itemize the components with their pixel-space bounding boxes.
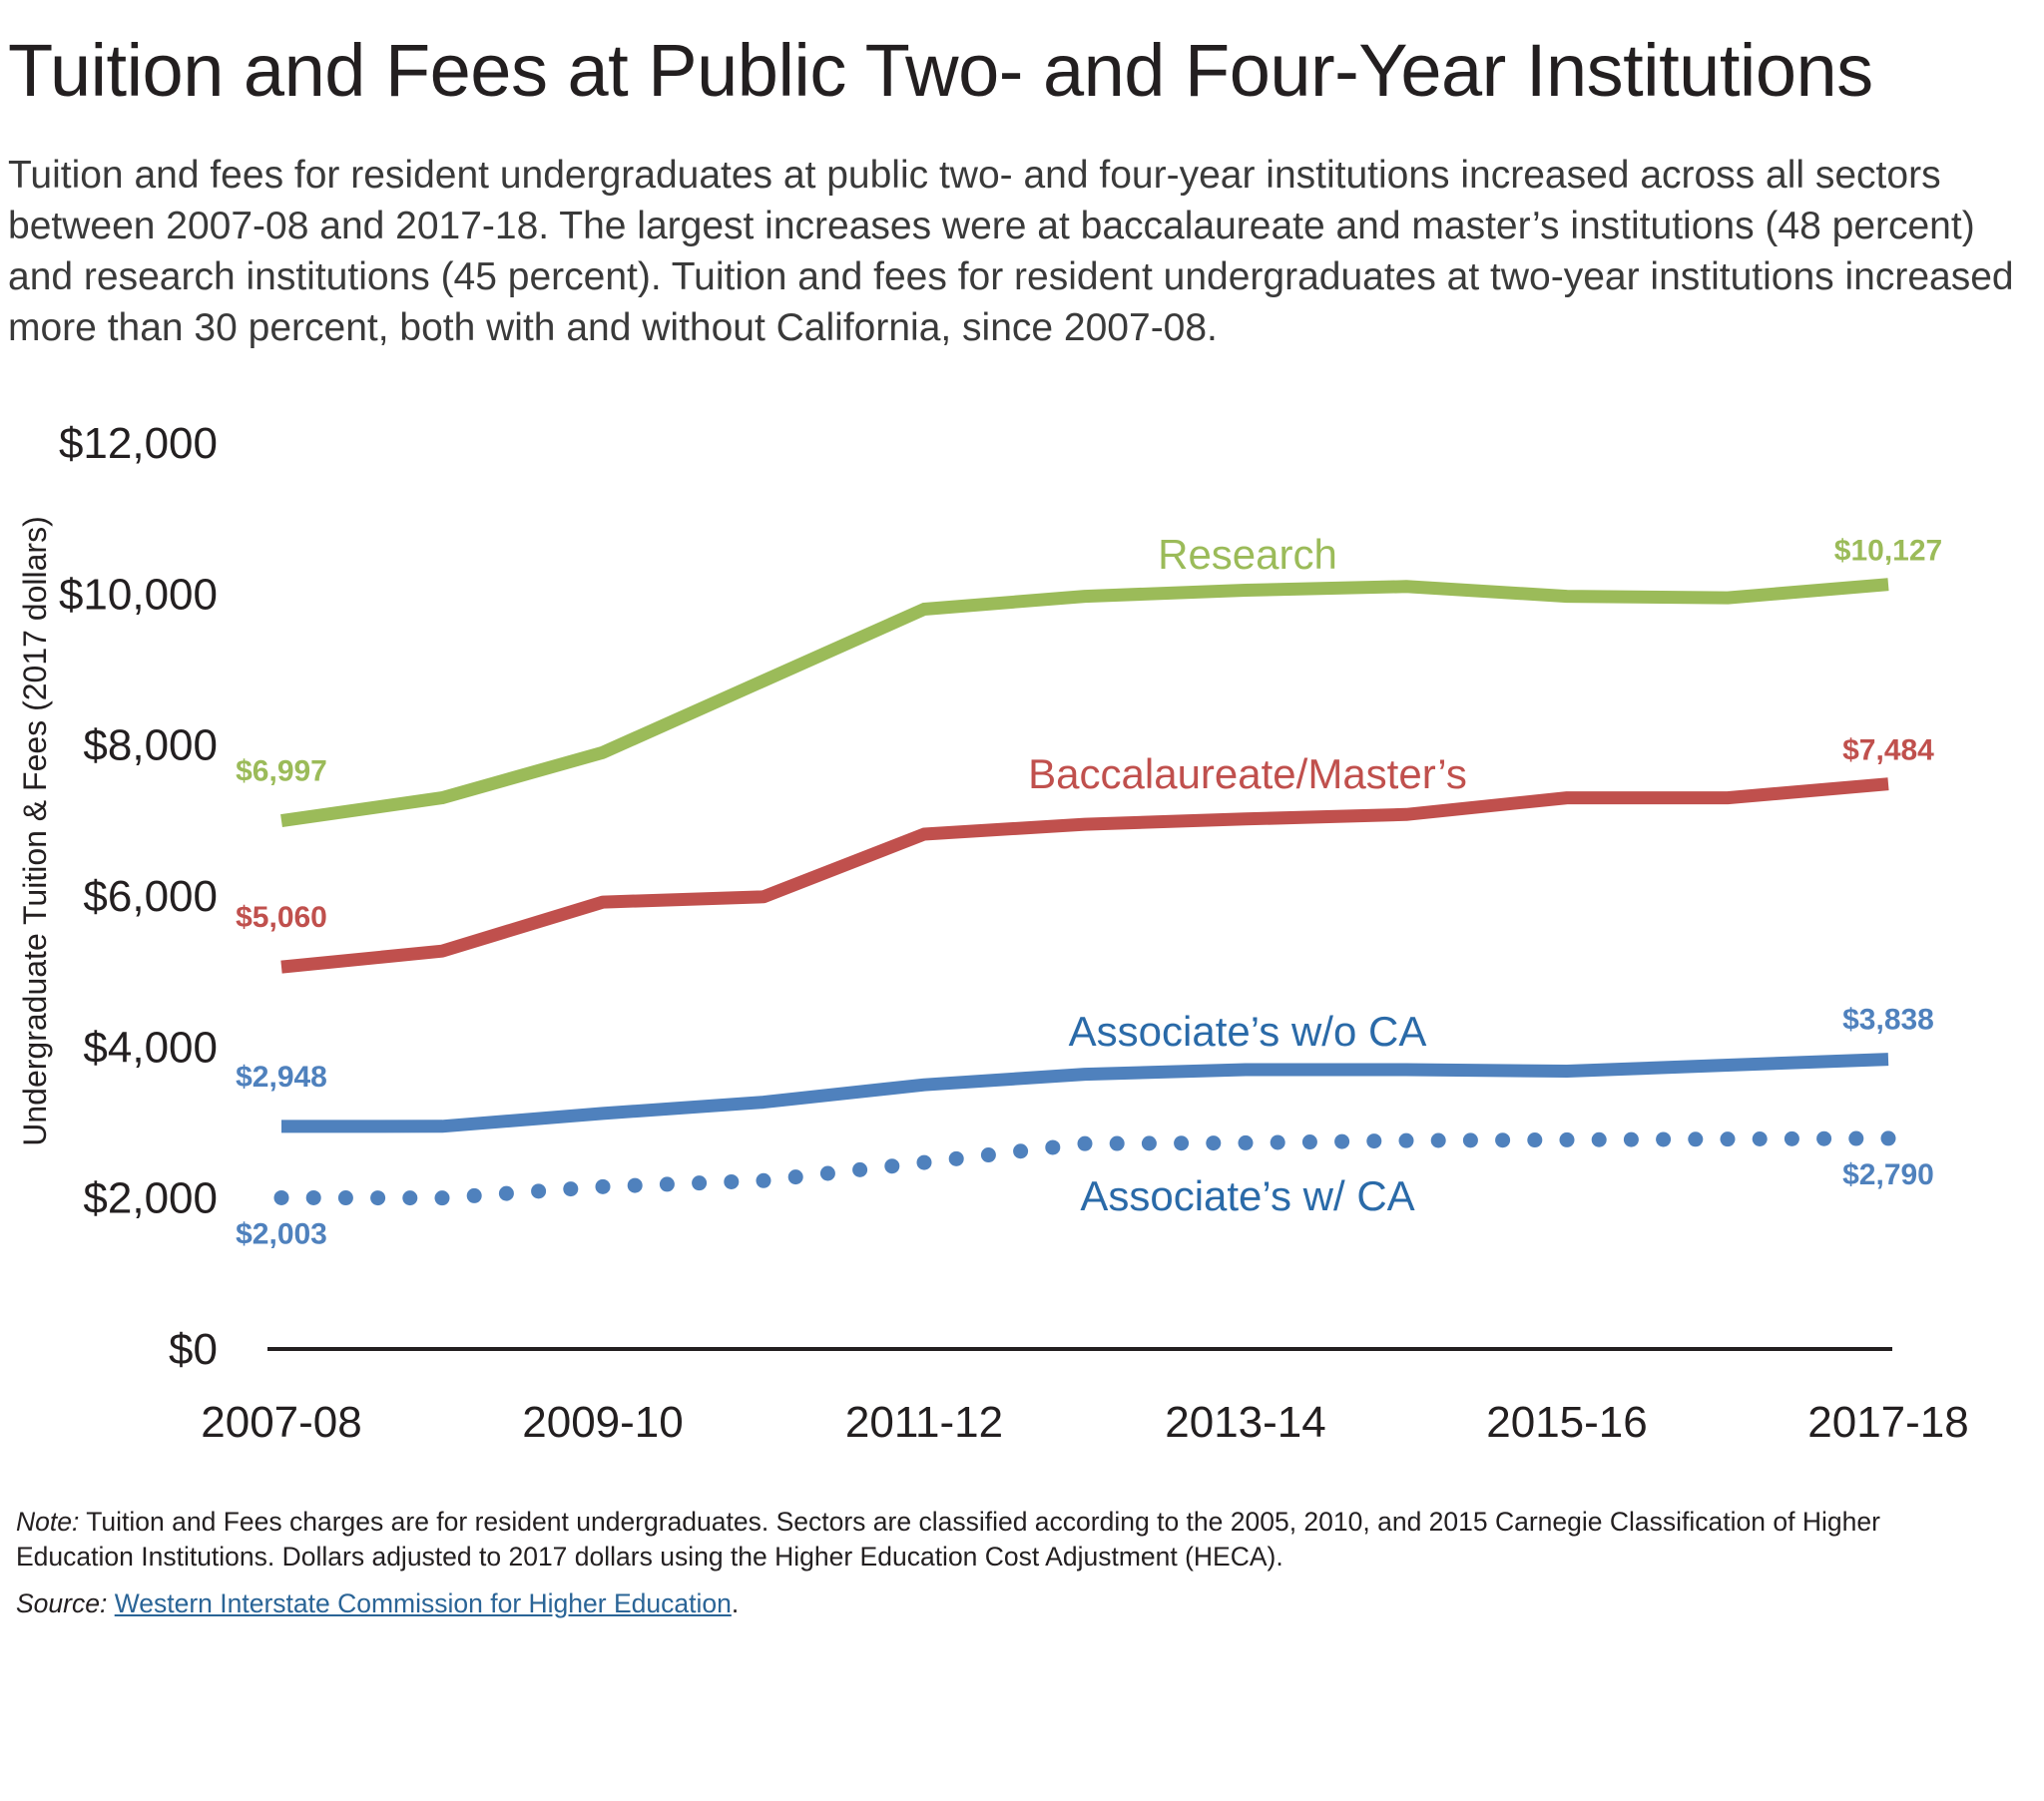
y-tick-label: $6,000 (83, 872, 218, 921)
end-value-label: $10,127 (1834, 535, 1942, 568)
y-tick-label: $4,000 (83, 1023, 218, 1072)
series-name-label: Baccalaureate/Master’s (1028, 750, 1467, 797)
data-point-dot (980, 1147, 996, 1163)
data-point-dot (1238, 1134, 1254, 1150)
data-point-dot (787, 1169, 803, 1185)
data-point-dot (852, 1161, 868, 1177)
data-point-dot (595, 1178, 611, 1194)
data-point-dot (819, 1165, 835, 1181)
x-tick-label: 2009-10 (522, 1398, 683, 1447)
y-tick-label: $10,000 (59, 570, 218, 619)
data-point-dot (1270, 1134, 1285, 1150)
data-point-dot (1816, 1130, 1832, 1146)
y-tick-label: $12,000 (59, 419, 218, 468)
chart-source: Source: Western Interstate Commission fo… (16, 1586, 2002, 1621)
data-point-dot (659, 1176, 675, 1192)
series-name-label: Associate’s w/ CA (1080, 1172, 1414, 1219)
data-point-dot (1527, 1132, 1543, 1148)
data-point-dot (305, 1189, 321, 1205)
data-point-dot (916, 1154, 932, 1170)
data-point-dot (1398, 1132, 1414, 1148)
start-value-label: $5,060 (236, 901, 327, 934)
series-line-baccalaureate-master-s (280, 777, 1889, 974)
data-point-dot (1174, 1135, 1190, 1151)
x-tick-label: 2011-12 (845, 1398, 1003, 1447)
data-point-dot (370, 1190, 386, 1206)
y-tick-label: $0 (169, 1325, 218, 1374)
data-point-dot (1720, 1131, 1736, 1147)
data-point-dot (1430, 1132, 1446, 1148)
data-point-dot (531, 1183, 547, 1199)
data-point-dot (1334, 1133, 1350, 1149)
x-tick-label: 2017-18 (1807, 1398, 1968, 1447)
y-tick-label: $8,000 (83, 721, 218, 770)
data-point-dot (756, 1172, 771, 1188)
source-label: Source: (16, 1588, 108, 1618)
data-point-dot (563, 1181, 579, 1197)
source-link[interactable]: Western Interstate Commission for Higher… (114, 1588, 732, 1618)
data-point-dot (1688, 1131, 1704, 1147)
data-point-dot (1559, 1131, 1575, 1147)
data-point-dot (884, 1158, 900, 1174)
data-point-dot (273, 1189, 289, 1205)
data-point-dot (434, 1190, 450, 1206)
data-point-dot (1141, 1135, 1157, 1151)
note-label: Note: (16, 1507, 80, 1537)
chart-description: Tuition and fees for resident undergradu… (8, 154, 2014, 349)
data-point-dot (724, 1173, 740, 1189)
data-point-dot (1462, 1132, 1478, 1148)
data-point-dot (1656, 1131, 1672, 1147)
data-point-dot (1109, 1135, 1125, 1151)
data-point-dot (1301, 1134, 1317, 1150)
start-value-label: $2,003 (236, 1217, 327, 1250)
note-text: Tuition and Fees charges are for residen… (16, 1507, 1880, 1572)
page-title: Tuition and Fees at Public Two- and Four… (8, 29, 1873, 112)
data-point-dot (1045, 1139, 1061, 1155)
series-line-associate-s-w-o-ca (280, 1053, 1889, 1133)
data-point-dot (1880, 1130, 1896, 1146)
series-line-associates-with-ca (273, 1130, 1896, 1206)
data-point-dot (1784, 1130, 1799, 1146)
y-axis-title: Undergraduate Tuition & Fees (2017 dolla… (17, 516, 53, 1145)
data-point-dot (692, 1175, 708, 1191)
data-point-dot (498, 1185, 514, 1201)
start-value-label: $2,948 (236, 1061, 327, 1094)
data-point-dot (627, 1177, 643, 1193)
data-point-dot (1495, 1132, 1511, 1148)
data-point-dot (1591, 1131, 1607, 1147)
data-point-dot (948, 1150, 964, 1166)
series-name-label: Research (1158, 531, 1337, 578)
data-point-dot (1206, 1135, 1222, 1151)
data-point-dot (1848, 1130, 1864, 1146)
start-value-label: $6,997 (236, 755, 327, 788)
data-point-dot (1077, 1135, 1093, 1151)
data-point-dot (402, 1190, 418, 1206)
y-tick-label: $2,000 (83, 1174, 218, 1223)
chart-note: Note: Tuition and Fees charges are for r… (16, 1505, 2002, 1575)
x-tick-label: 2015-16 (1486, 1398, 1647, 1447)
source-trailing: . (731, 1588, 740, 1618)
end-value-label: $3,838 (1842, 1004, 1934, 1037)
series-name-label: Associate’s w/o CA (1069, 1008, 1427, 1055)
data-point-dot (1623, 1131, 1639, 1147)
data-point-dot (337, 1190, 353, 1206)
line-chart: Undergraduate Tuition & Fees (2017 dolla… (17, 419, 1969, 1447)
x-tick-label: 2007-08 (201, 1398, 361, 1447)
end-value-label: $7,484 (1842, 734, 1934, 767)
series-line-research (280, 578, 1889, 828)
x-tick-label: 2013-14 (1165, 1398, 1325, 1447)
data-point-dot (1752, 1130, 1768, 1146)
end-value-label: $2,790 (1842, 1158, 1934, 1191)
data-point-dot (466, 1187, 482, 1203)
data-point-dot (1013, 1143, 1029, 1159)
data-point-dot (1366, 1133, 1382, 1149)
